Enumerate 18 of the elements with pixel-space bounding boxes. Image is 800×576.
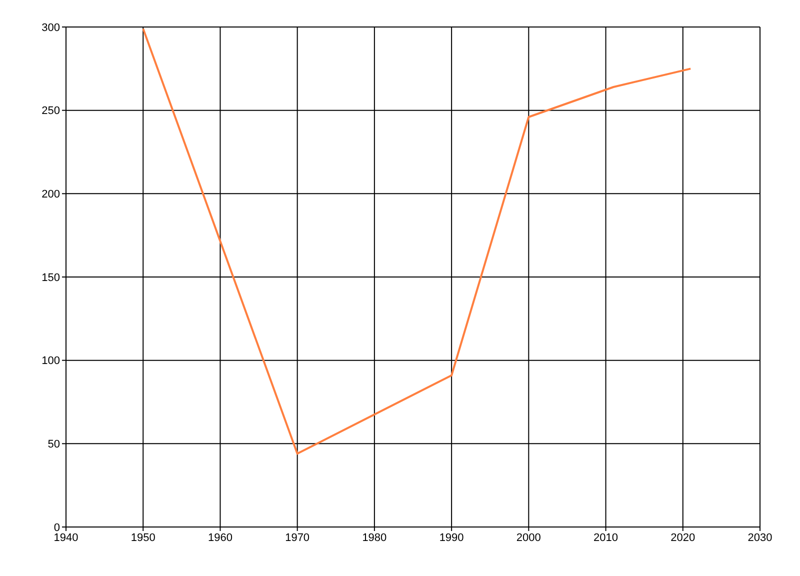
- x-tick-label: 1970: [285, 532, 310, 544]
- x-tick-label: 1990: [439, 532, 464, 544]
- x-tick-label: 1940: [54, 532, 78, 544]
- line-series: [142, 28, 692, 455]
- y-tick-label: 0: [54, 522, 60, 534]
- y-tick-label: 200: [42, 188, 60, 201]
- y-tick-label: 50: [48, 438, 60, 451]
- x-tick-label: 2030: [748, 532, 772, 544]
- x-tick-label: 1960: [208, 532, 232, 544]
- y-tick-label: 300: [42, 22, 60, 34]
- x-tick-label: 2010: [594, 532, 618, 544]
- x-tick-label: 2000: [516, 532, 541, 544]
- x-tick-label: 1950: [130, 532, 156, 544]
- y-tick-label: 100: [42, 355, 60, 368]
- x-tick-label: 2020: [670, 532, 696, 544]
- y-tick-label: 150: [42, 272, 60, 284]
- x-tick-label: 1980: [362, 532, 387, 544]
- y-tick-label: 250: [42, 105, 60, 118]
